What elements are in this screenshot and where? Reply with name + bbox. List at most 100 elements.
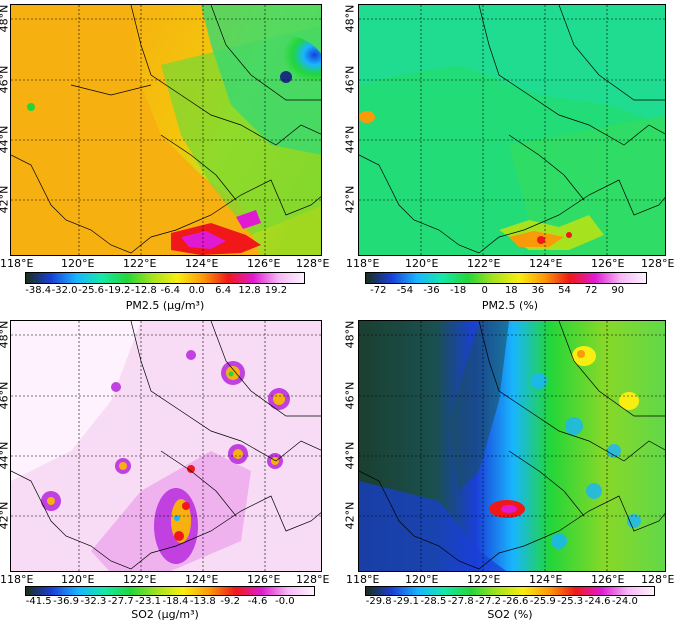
- lon-label: 128°E: [296, 257, 330, 270]
- map-pm25-pct-field: [359, 5, 665, 255]
- lon-label: 126°E: [247, 573, 281, 586]
- lat-label: 46°N: [343, 65, 357, 94]
- colorbar-tick-label: -9.2: [220, 596, 240, 607]
- colorbar-tick-label: -27.2: [475, 596, 502, 607]
- lon-label: 128°E: [296, 573, 330, 586]
- lat-label: 48°N: [343, 4, 357, 33]
- colorbar-tick-label: -18.4: [162, 596, 189, 607]
- lat-label: 42°N: [343, 185, 357, 214]
- lat-label: 44°N: [0, 125, 11, 154]
- colorbar-tick-label: -19.2: [104, 285, 131, 296]
- lon-label: 118°E: [0, 573, 34, 586]
- lon-label: 128°E: [641, 573, 675, 586]
- map-pm25-abs: [10, 4, 322, 256]
- lon-label: 118°E: [0, 257, 34, 270]
- lon-label: 120°E: [61, 573, 95, 586]
- colorbar-tick-label: 0: [481, 285, 488, 296]
- colorbar-tick-label: -28.5: [420, 596, 447, 607]
- lon-label: 126°E: [591, 573, 625, 586]
- colorbar-tick-label: -18: [449, 285, 467, 296]
- lon-label: 126°E: [247, 257, 281, 270]
- colorbar-tick-label: -12.8: [130, 285, 157, 296]
- colorbar-tick-label: -23.1: [135, 596, 162, 607]
- colorbar-tick-label: -0.0: [275, 596, 295, 607]
- map-pm25-abs-field: [11, 5, 321, 255]
- lon-label: 124°E: [529, 257, 563, 270]
- lon-label: 120°E: [61, 257, 95, 270]
- colorbar-tick-label: -26.6: [502, 596, 529, 607]
- colorbar-ticks: -29.8 -29.1 -28.5 -27.8 -27.2 -26.6 -25.9 -25.3…: [365, 596, 655, 609]
- colorbar-tick-label: -4.6: [247, 596, 268, 607]
- lon-label: 122°E: [123, 257, 157, 270]
- lon-label: 122°E: [123, 573, 157, 586]
- colorbar-tick-label: -27.7: [107, 596, 134, 607]
- lon-label: 124°E: [185, 257, 219, 270]
- colorbar-tick-label: -29.8: [365, 596, 392, 607]
- colorbar-tick-label: -24.6: [584, 596, 611, 607]
- colorbar-tick-label: -54: [396, 285, 414, 296]
- lon-label: 126°E: [591, 257, 625, 270]
- colorbar-tick-label: 54: [558, 285, 571, 296]
- lat-label: 42°N: [343, 501, 357, 530]
- colorbar-tick-label: -6.4: [160, 285, 181, 296]
- lat-label: 48°N: [343, 320, 357, 349]
- colorbar-tick-label: -41.5: [25, 596, 52, 607]
- colorbar: [365, 586, 655, 596]
- colorbar-title: SO2 (%): [487, 608, 533, 621]
- lat-label: 42°N: [0, 501, 11, 530]
- colorbar-tick-label: -27.8: [447, 596, 474, 607]
- colorbar-tick-label: 0.0: [188, 285, 205, 296]
- colorbar-title: PM2.5 (μg/m³): [125, 299, 205, 312]
- lon-label: 120°E: [405, 257, 439, 270]
- colorbar-tick-label: -32.0: [51, 285, 78, 296]
- colorbar-tick-label: 12.8: [238, 285, 261, 296]
- colorbar: [365, 272, 647, 284]
- map-so2-pct-field: [359, 321, 665, 571]
- lat-label: 48°N: [0, 4, 11, 33]
- colorbar-title: PM2.5 (%): [481, 299, 539, 312]
- colorbar-tick-label: -25.6: [78, 285, 104, 296]
- colorbar-tick-label: 72: [584, 285, 598, 296]
- colorbar-tick-label: 36: [531, 285, 545, 296]
- lat-label: 46°N: [0, 65, 11, 94]
- colorbar-tick-label: -72: [370, 285, 387, 296]
- colorbar: [25, 272, 305, 284]
- lon-label: 120°E: [405, 573, 439, 586]
- lon-label: 124°E: [529, 573, 563, 586]
- colorbar-tick-label: -36: [423, 285, 440, 296]
- colorbar-tick-label: 6.4: [215, 285, 232, 296]
- colorbar-tick-label: -32.3: [80, 596, 107, 607]
- lon-label: 118°E: [346, 573, 380, 586]
- map-pm25-pct: [358, 4, 666, 256]
- colorbar-tick-label: -36.9: [53, 596, 79, 607]
- colorbar-ticks: -38.4 -32.0 -25.6 -19.2 -12.8 -6.4 0.0 6.4 12.8 1…: [25, 285, 305, 299]
- colorbar-tick-label: -25.3: [557, 596, 584, 607]
- colorbar-tick-label: 19.2: [264, 285, 288, 296]
- colorbar-tick-label: 90: [611, 285, 625, 296]
- map-so2-pct: [358, 320, 666, 572]
- lat-label: 46°N: [0, 381, 11, 410]
- map-so2-abs-field: [11, 321, 321, 571]
- colorbar-tick-label: 18: [504, 285, 518, 296]
- lat-label: 48°N: [0, 320, 11, 349]
- colorbar-tick-label: -24.0: [611, 596, 638, 607]
- colorbar-tick-label: -29.1: [393, 596, 419, 607]
- lat-label: 44°N: [343, 441, 357, 470]
- colorbar-tick-label: -13.8: [189, 596, 216, 607]
- colorbar-ticks: -72 -54 -36 -18 0 18 36 54 72 90: [365, 285, 647, 299]
- lon-label: 122°E: [467, 573, 501, 586]
- lat-label: 44°N: [0, 441, 11, 470]
- lon-label: 122°E: [467, 257, 501, 270]
- lat-label: 44°N: [343, 125, 357, 154]
- lat-label: 46°N: [343, 381, 357, 410]
- lon-label: 118°E: [346, 257, 380, 270]
- colorbar-title: SO2 (μg/m³): [131, 608, 199, 621]
- colorbar-ticks: -41.5 -36.9 -32.3 -27.7 -23.1 -18.4 -13.8 -9.2-…: [25, 596, 315, 609]
- colorbar-tick-label: -38.4: [25, 285, 52, 296]
- lat-label: 42°N: [0, 185, 11, 214]
- map-so2-abs: [10, 320, 322, 572]
- lon-label: 124°E: [185, 573, 219, 586]
- colorbar: [25, 586, 315, 596]
- colorbar-tick-label: -25.9: [529, 596, 556, 607]
- lon-label: 128°E: [641, 257, 675, 270]
